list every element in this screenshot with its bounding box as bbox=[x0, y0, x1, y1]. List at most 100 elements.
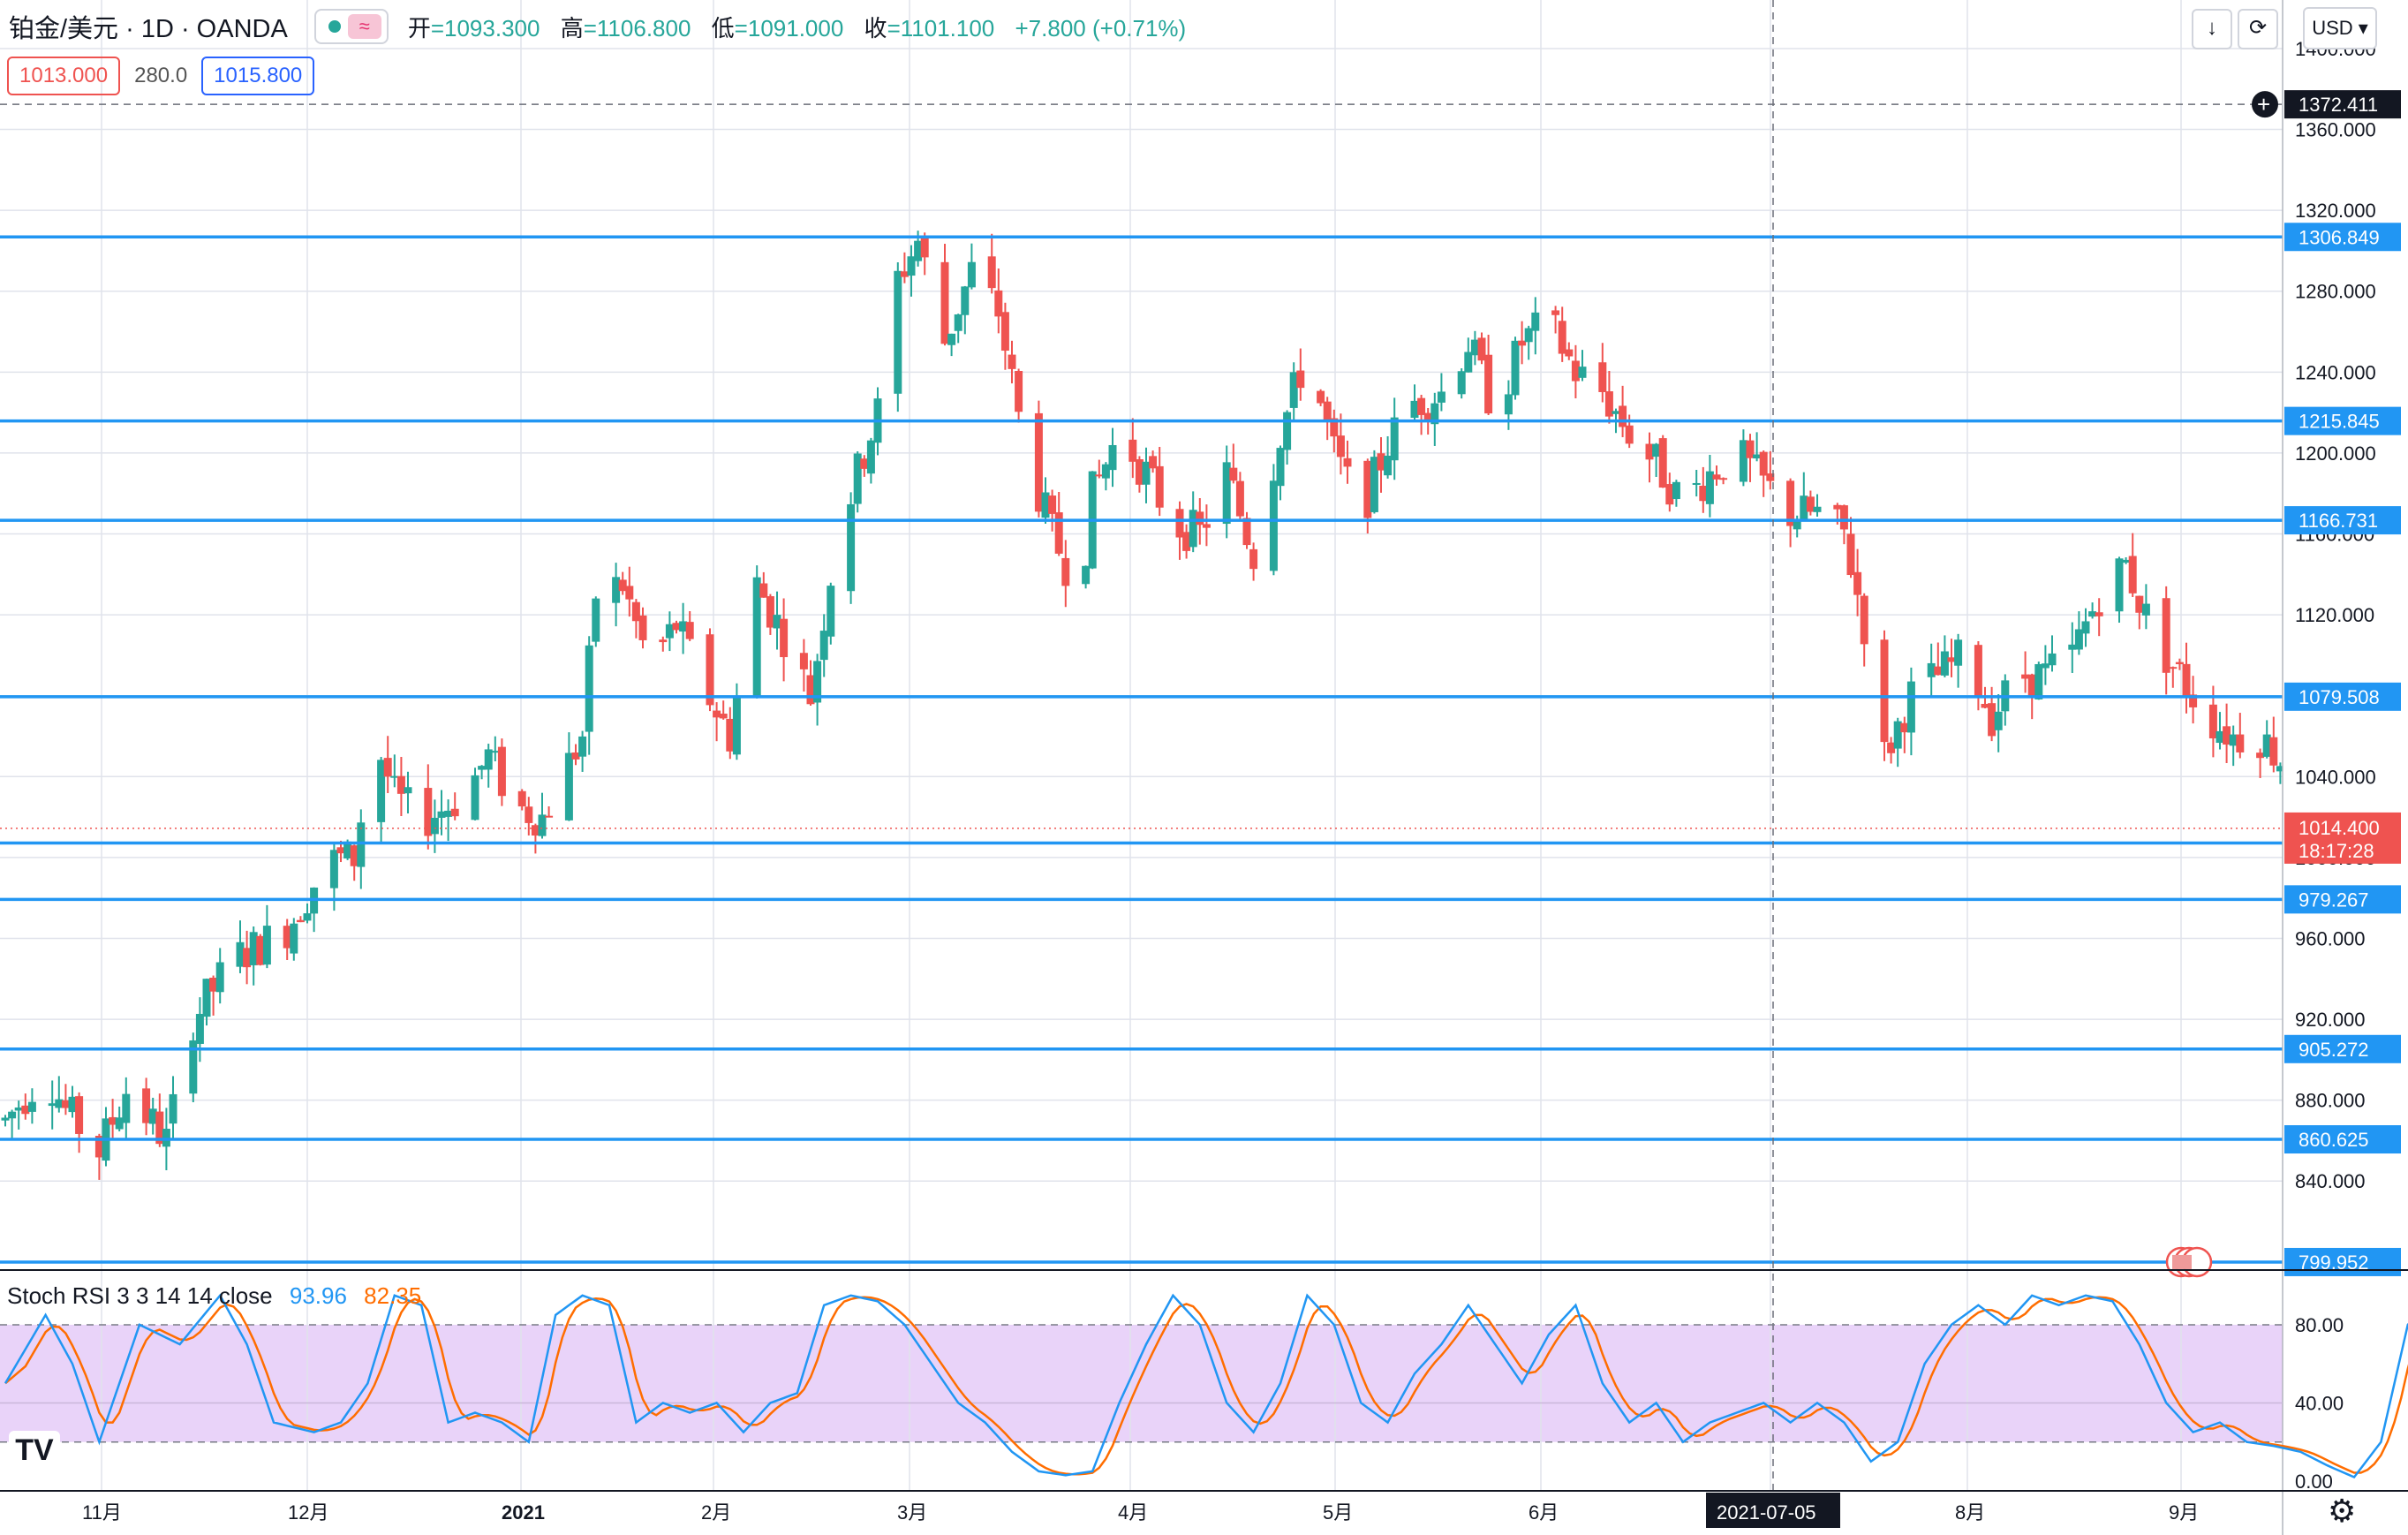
candle-body bbox=[1833, 504, 1842, 510]
candle-body bbox=[1142, 461, 1151, 485]
candle-body bbox=[947, 333, 956, 345]
level-price-label: 1215.845 bbox=[2299, 411, 2380, 433]
candle-body bbox=[954, 314, 962, 331]
candle-body bbox=[713, 710, 721, 718]
candle-body bbox=[1323, 401, 1332, 421]
candle-body bbox=[1994, 711, 2003, 730]
stoch-rsi-legend[interactable]: Stoch RSI 3 3 14 14 close 93.96 82.35 bbox=[7, 1282, 421, 1310]
candle-body bbox=[1846, 533, 1855, 576]
change-value: +7.800 (+0.71%) bbox=[1015, 14, 1187, 42]
candle-body bbox=[719, 714, 728, 719]
refresh-button[interactable]: ⟳ bbox=[2238, 9, 2278, 49]
candle-body bbox=[994, 290, 1003, 317]
candle-body bbox=[290, 923, 298, 954]
candle-body bbox=[296, 919, 305, 923]
download-button[interactable]: ↓ bbox=[2192, 9, 2232, 49]
buy-button[interactable]: 1015.800 bbox=[201, 57, 315, 95]
candle-body bbox=[2048, 653, 2057, 666]
candle-body bbox=[195, 1013, 204, 1044]
tradingview-logo-icon[interactable]: TV bbox=[9, 1431, 60, 1470]
gear-icon[interactable]: ⚙ bbox=[2328, 1493, 2357, 1529]
candle-body bbox=[585, 645, 593, 732]
candle-body bbox=[860, 458, 869, 469]
candle-body bbox=[497, 746, 506, 797]
symbol-title[interactable]: 铂金/美元 · 1D · OANDA bbox=[9, 15, 288, 43]
candle-body bbox=[900, 271, 909, 277]
time-tick-label: 12月 bbox=[288, 1501, 328, 1524]
candle-body bbox=[1699, 486, 1708, 502]
close-value: =1101.100 bbox=[887, 14, 995, 42]
candle-body bbox=[819, 631, 828, 661]
candles-group bbox=[1, 231, 2408, 1180]
price-tick-label: 1320.000 bbox=[2295, 200, 2376, 222]
candle-body bbox=[377, 760, 386, 822]
candle-body bbox=[1947, 657, 1956, 662]
candle-body bbox=[2074, 629, 2083, 650]
candle-body bbox=[189, 1040, 198, 1094]
candle-body bbox=[732, 697, 741, 755]
candle-body bbox=[1484, 354, 1493, 414]
candle-body bbox=[27, 1101, 36, 1112]
candle-body bbox=[1082, 565, 1091, 585]
candle-body bbox=[1222, 462, 1231, 525]
candle-body bbox=[1095, 474, 1104, 477]
candle-body bbox=[404, 787, 412, 794]
spread-value: 280.0 bbox=[134, 64, 188, 87]
candle-body bbox=[48, 1103, 57, 1107]
stoch-d-line bbox=[4, 1296, 2408, 1476]
candle-body bbox=[545, 815, 554, 818]
currency-selector[interactable]: USD ▾ bbox=[2303, 7, 2377, 49]
candle-body bbox=[672, 623, 681, 631]
candle-body bbox=[236, 941, 245, 967]
level-price-tag bbox=[2284, 1034, 2401, 1063]
candle-body bbox=[1283, 412, 1292, 450]
candle-body bbox=[1242, 518, 1251, 546]
candle-body bbox=[1753, 454, 1762, 459]
candle-body bbox=[1860, 595, 1868, 645]
candle-body bbox=[2068, 644, 2077, 650]
candle-body bbox=[1276, 448, 1285, 487]
price-tick-label: 840.000 bbox=[2295, 1170, 2366, 1192]
candle-body bbox=[437, 811, 446, 818]
candle-body bbox=[1377, 453, 1385, 471]
candle-body bbox=[1189, 510, 1197, 548]
candle-body bbox=[1423, 412, 1432, 420]
candle-body bbox=[1766, 473, 1775, 481]
candle-body bbox=[1343, 457, 1352, 467]
candle-body bbox=[2115, 558, 2124, 612]
candle-body bbox=[1437, 391, 1446, 403]
stoch-tick-label: 0.00 bbox=[2295, 1471, 2333, 1493]
candle-body bbox=[94, 1136, 103, 1158]
refresh-icon: ⟳ bbox=[2248, 16, 2268, 40]
candle-body bbox=[1652, 443, 1661, 457]
candle-body bbox=[2182, 663, 2191, 697]
market-status-pill[interactable]: ≈ bbox=[313, 9, 389, 44]
currency-label: USD bbox=[2312, 17, 2353, 39]
candle-body bbox=[1229, 467, 1238, 481]
time-tick-label: 9月 bbox=[2169, 1501, 2199, 1524]
candle-body bbox=[491, 751, 500, 753]
candle-body bbox=[1048, 495, 1057, 514]
candle-body bbox=[1806, 496, 1815, 512]
candle-body bbox=[1558, 321, 1566, 354]
sell-button[interactable]: 1013.000 bbox=[7, 57, 121, 95]
candle-body bbox=[1457, 371, 1466, 395]
candle-body bbox=[115, 1117, 124, 1130]
candle-body bbox=[1793, 520, 1801, 530]
candle-body bbox=[813, 661, 822, 703]
candle-body bbox=[2262, 734, 2271, 757]
candle-body bbox=[866, 440, 875, 474]
candle-body bbox=[780, 618, 789, 658]
candle-body bbox=[853, 453, 862, 504]
level-price-label: 905.272 bbox=[2299, 1039, 2369, 1061]
crosshair-price-label: 1372.411 bbox=[2299, 94, 2378, 116]
candle-body bbox=[2236, 734, 2245, 752]
candle-body bbox=[2034, 663, 2043, 699]
level-price-label: 1079.508 bbox=[2299, 686, 2380, 708]
level-price-tag bbox=[2284, 406, 2401, 435]
candle-body bbox=[209, 977, 218, 992]
candle-body bbox=[478, 766, 487, 770]
candle-body bbox=[1531, 312, 1540, 331]
candle-body bbox=[1155, 465, 1164, 508]
